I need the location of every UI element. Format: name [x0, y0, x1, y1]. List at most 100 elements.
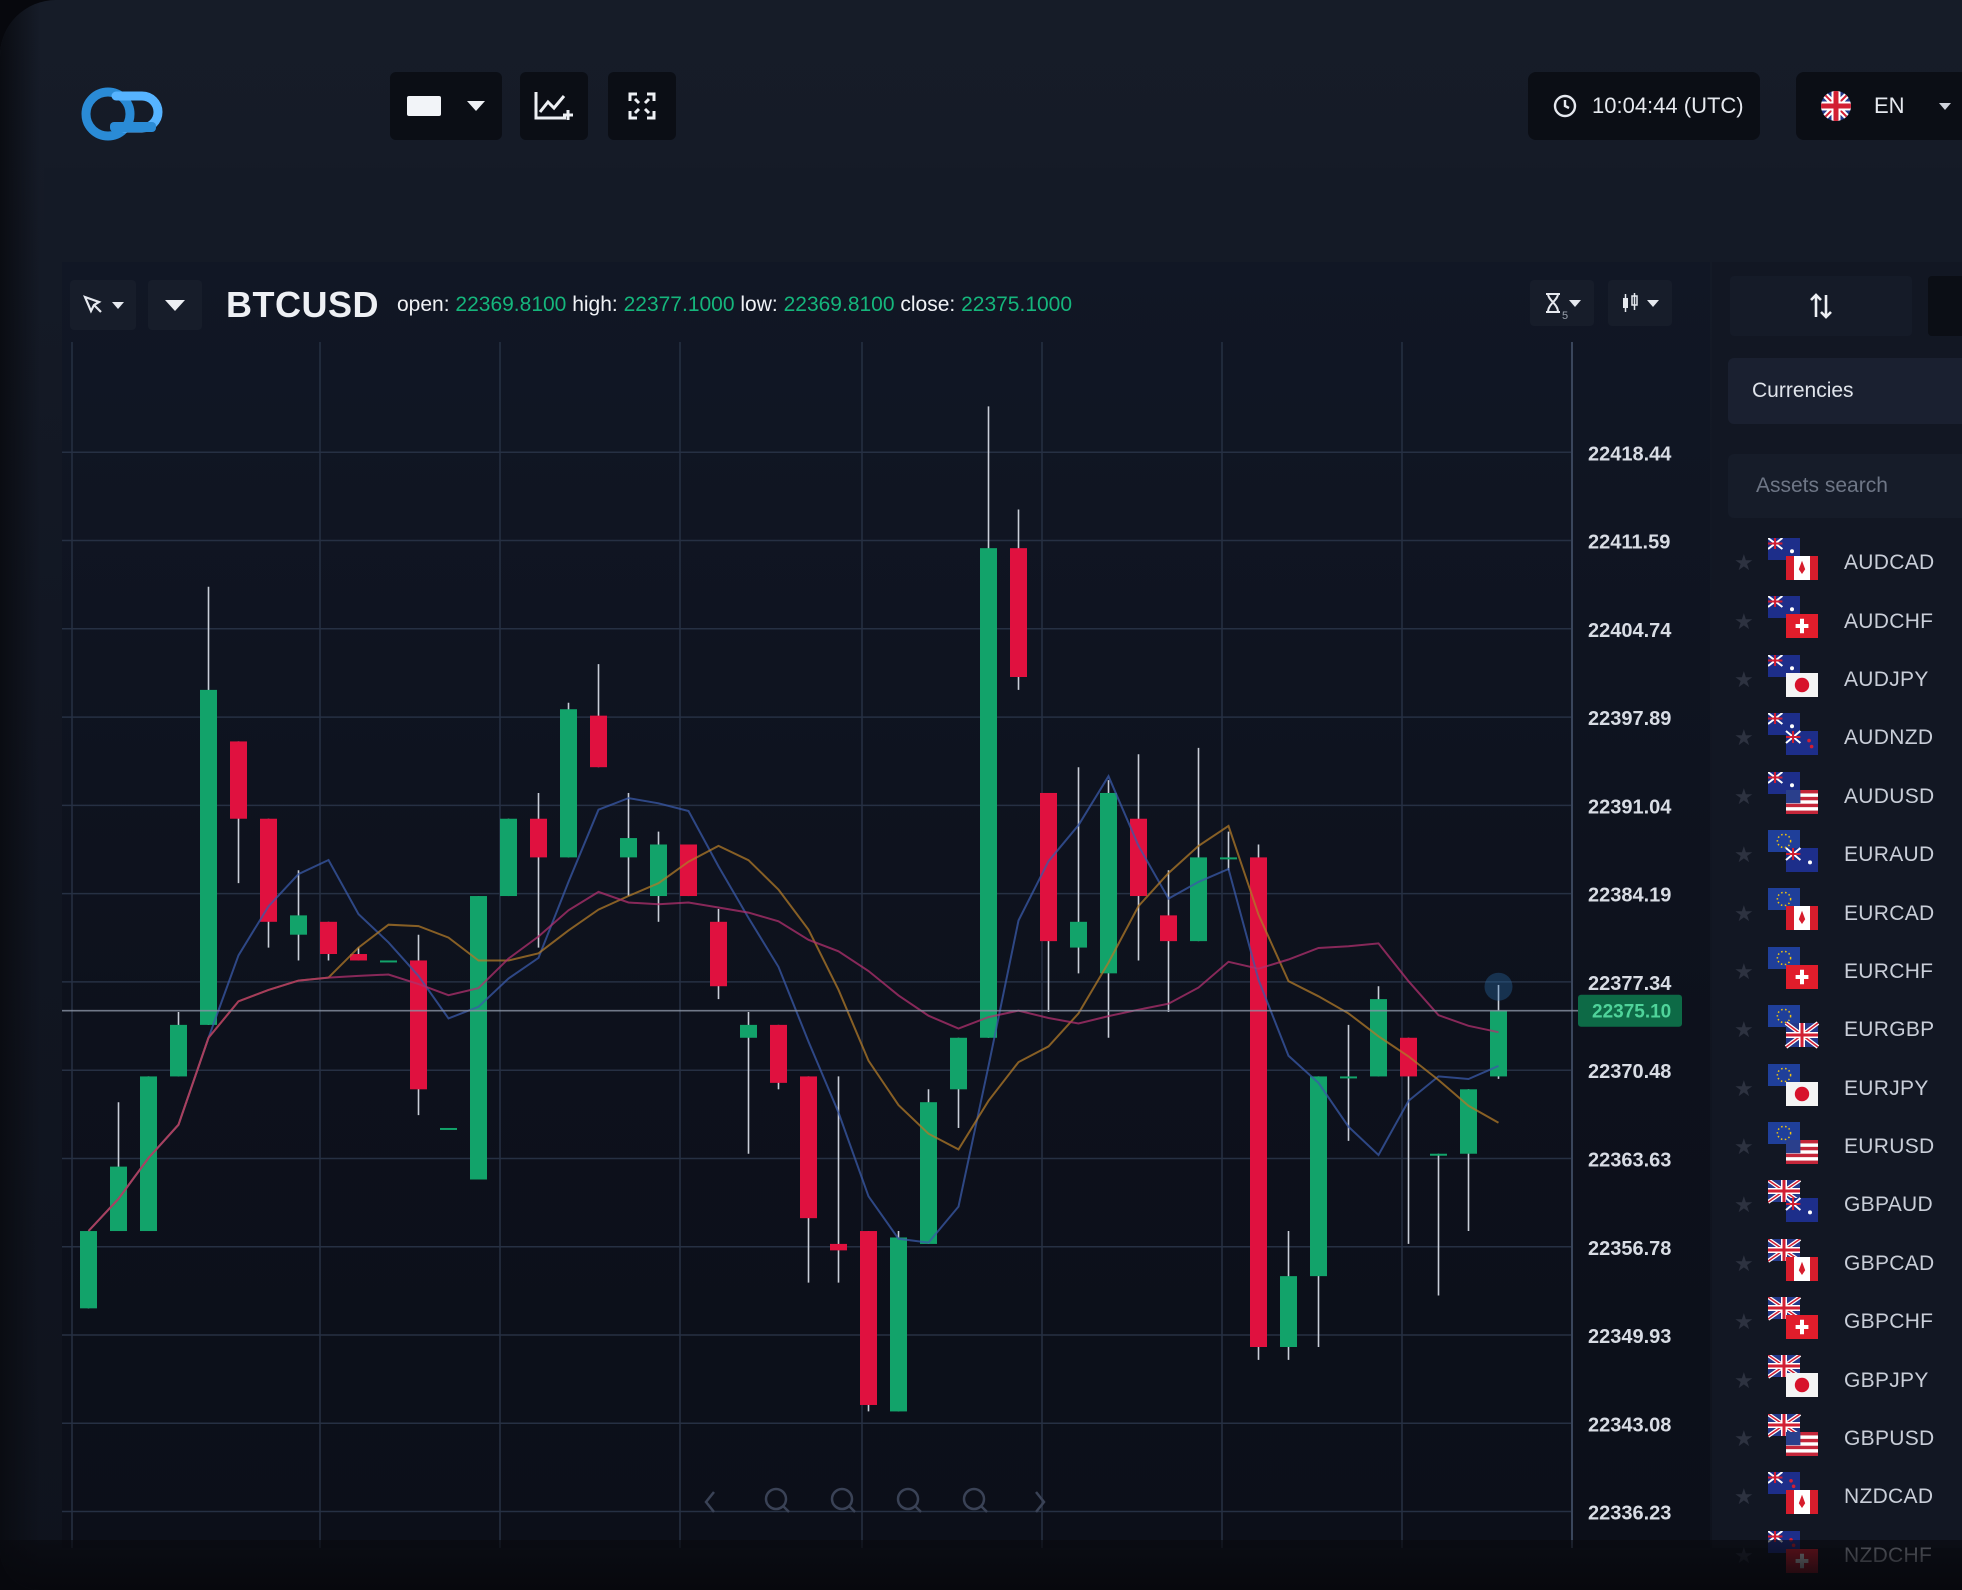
symbol-dropdown-button[interactable] — [148, 280, 202, 330]
candle-down — [1160, 915, 1177, 942]
candle-up — [170, 1024, 187, 1077]
candle-up — [650, 844, 667, 897]
asset-row-gbpusd[interactable]: ★ GBPUSD — [1712, 1410, 1962, 1468]
add-indicator-button[interactable] — [520, 72, 588, 140]
asset-row-gbpcad[interactable]: ★ GBPCAD — [1712, 1235, 1962, 1293]
asset-row-nzdcad[interactable]: ★ NZDCAD — [1712, 1468, 1962, 1526]
sidebar-tab[interactable] — [1928, 276, 1962, 336]
favorite-star-icon[interactable]: ★ — [1734, 1075, 1754, 1101]
favorite-star-icon[interactable]: ★ — [1734, 1192, 1754, 1218]
language-selector[interactable]: EN — [1796, 72, 1962, 140]
scroll-right-icon[interactable] — [1035, 1491, 1046, 1513]
currency-pair-flags-icon — [1768, 829, 1818, 872]
chevron-down-icon — [467, 101, 485, 111]
candle-down — [1250, 857, 1267, 1347]
currency-pair-flags-icon — [1768, 1355, 1818, 1398]
asset-row-euraud[interactable]: ★ EURAUD — [1712, 826, 1962, 884]
asset-name: AUDNZD — [1844, 726, 1934, 750]
category-tab-currencies[interactable]: Currencies — [1728, 358, 1962, 424]
current-price-label: 22375.10 — [1592, 1002, 1671, 1023]
chart-tools: 5 — [1530, 280, 1672, 326]
favorite-star-icon[interactable]: ★ — [1734, 550, 1754, 576]
chart-plus-icon — [534, 92, 573, 120]
favorite-star-icon[interactable]: ★ — [1734, 1426, 1754, 1452]
candle-down — [830, 1243, 847, 1251]
chart-style-button[interactable] — [1608, 280, 1672, 326]
asset-row-eurjpy[interactable]: ★ EURJPY — [1712, 1060, 1962, 1118]
asset-row-audchf[interactable]: ★ AUDCHF — [1712, 592, 1962, 650]
symbol-name: BTCUSD — [226, 284, 379, 325]
favorite-star-icon[interactable]: ★ — [1734, 900, 1754, 926]
brand-logo[interactable] — [78, 78, 164, 150]
asset-row-gbpchf[interactable]: ★ GBPCHF — [1712, 1293, 1962, 1351]
candle-up — [1220, 857, 1237, 860]
currency-pair-flags-icon — [1768, 1297, 1818, 1340]
candle-down — [530, 818, 547, 858]
asset-row-eurgbp[interactable]: ★ EURGBP — [1712, 1001, 1962, 1059]
hourglass-icon — [1546, 293, 1560, 313]
candle-down — [680, 844, 697, 897]
asset-row-eurcad[interactable]: ★ EURCAD — [1712, 884, 1962, 942]
candles-icon — [407, 96, 441, 116]
asset-row-audjpy[interactable]: ★ AUDJPY — [1712, 651, 1962, 709]
price-chart[interactable]: 22418.44 22411.59 22404.74 22397.89 22391.04… — [62, 262, 1710, 1548]
candle-down — [710, 921, 727, 987]
favorite-star-icon[interactable]: ★ — [1734, 1484, 1754, 1510]
asset-name: EURGBP — [1844, 1018, 1935, 1042]
asset-row-eurchf[interactable]: ★ EURCHF — [1712, 943, 1962, 1001]
asset-row-audnzd[interactable]: ★ AUDNZD — [1712, 709, 1962, 767]
currency-pair-flags-icon — [1768, 1472, 1818, 1515]
y-tick-label: 22363.63 — [1588, 1149, 1671, 1171]
favorite-star-icon[interactable]: ★ — [1734, 1134, 1754, 1160]
asset-name: NZDCAD — [1844, 1485, 1934, 1509]
favorite-star-icon[interactable]: ★ — [1734, 1367, 1754, 1393]
asset-row-eurusd[interactable]: ★ EURUSD — [1712, 1118, 1962, 1176]
sort-button[interactable] — [1730, 276, 1912, 336]
fullscreen-button[interactable] — [608, 72, 676, 140]
candle-down — [260, 818, 277, 922]
asset-row-audcad[interactable]: ★ AUDCAD — [1712, 534, 1962, 592]
asset-row-gbpjpy[interactable]: ★ GBPJPY — [1712, 1351, 1962, 1409]
candle-up — [1310, 1076, 1327, 1277]
candle-up — [1100, 792, 1117, 974]
category-label: Currencies — [1752, 379, 1854, 402]
favorite-star-icon[interactable]: ★ — [1734, 608, 1754, 634]
currency-pair-flags-icon — [1768, 888, 1818, 931]
asset-row-gbpaud[interactable]: ★ GBPAUD — [1712, 1176, 1962, 1234]
y-tick-label: 22411.59 — [1588, 532, 1670, 554]
chevron-down-icon — [165, 299, 185, 311]
candle-up — [1370, 999, 1387, 1077]
timeframe-button[interactable]: 5 — [1530, 280, 1594, 326]
asset-row-audusd[interactable]: ★ AUDUSD — [1712, 768, 1962, 826]
favorite-star-icon[interactable]: ★ — [1734, 1017, 1754, 1043]
drawing-tools-button[interactable] — [70, 280, 136, 330]
assets-search-input[interactable]: Assets search — [1728, 454, 1962, 518]
current-price-badge — [1578, 994, 1682, 1027]
y-tick-label: 22377.34 — [1588, 973, 1672, 995]
favorite-star-icon[interactable]: ★ — [1734, 666, 1754, 692]
candle-up — [1460, 1089, 1477, 1154]
zoom-out-icon[interactable] — [962, 1487, 986, 1511]
favorite-star-icon[interactable]: ★ — [1734, 1309, 1754, 1335]
currency-pair-flags-icon — [1768, 713, 1818, 756]
favorite-star-icon[interactable]: ★ — [1734, 958, 1754, 984]
favorite-star-icon[interactable]: ★ — [1734, 783, 1754, 809]
high-value: 22377.1000 — [623, 293, 735, 316]
zoom-out-icon[interactable] — [896, 1487, 920, 1511]
asset-name: GBPAUD — [1844, 1193, 1933, 1217]
scroll-left-icon[interactable] — [704, 1491, 715, 1513]
favorite-star-icon[interactable]: ★ — [1734, 842, 1754, 868]
candle-down — [320, 921, 337, 955]
assets-sidebar: Currencies Assets search ★ AUDCAD ★ AUDCHF ★… — [1712, 262, 1962, 1573]
chart-type-dropdown[interactable] — [390, 72, 502, 140]
zoom-in-icon[interactable] — [830, 1487, 854, 1511]
chevron-down-icon — [1647, 299, 1659, 307]
candle-down — [230, 741, 247, 819]
asset-name: EURCAD — [1844, 901, 1935, 925]
candle-down — [590, 715, 607, 768]
favorite-star-icon[interactable]: ★ — [1734, 725, 1754, 751]
favorite-star-icon[interactable]: ★ — [1734, 1250, 1754, 1276]
asset-name: GBPUSD — [1844, 1427, 1935, 1451]
zoom-in-icon[interactable] — [764, 1487, 788, 1511]
chart-panel[interactable]: 22418.44 22411.59 22404.74 22397.89 22391.04… — [62, 262, 1710, 1548]
